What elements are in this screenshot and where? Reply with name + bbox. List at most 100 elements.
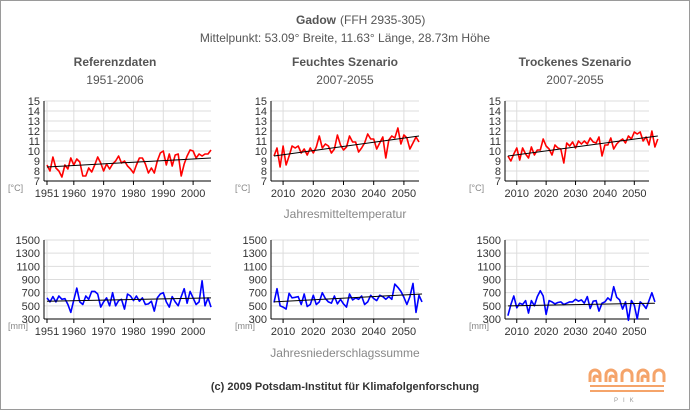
- unit-label: [mm]: [235, 321, 255, 331]
- y-tick-label: 1100: [243, 261, 267, 273]
- x-tick-label: 1960: [62, 326, 86, 338]
- column-title-reference: Referenzdaten: [74, 55, 157, 69]
- x-tick-label: 1990: [151, 326, 175, 338]
- y-tick-label: 15: [28, 96, 40, 108]
- x-tick-label: 2040: [593, 326, 617, 338]
- x-tick-label: 2010: [505, 188, 529, 200]
- trend-line: [46, 157, 212, 168]
- x-tick-label: 2020: [534, 188, 558, 200]
- y-tick-label: 1500: [477, 235, 501, 247]
- unit-label: [°C]: [8, 183, 23, 193]
- x-tick-label: 2000: [181, 326, 205, 338]
- y-tick-label: 9: [495, 156, 501, 168]
- copyright-notice: (c) 2009 Potsdam-Institut für Klimafolge…: [211, 381, 479, 393]
- y-tick-label: 13: [255, 116, 267, 128]
- x-tick-label: 2020: [301, 188, 325, 200]
- y-tick-label: 1100: [16, 261, 40, 273]
- y-tick-label: 900: [249, 275, 267, 287]
- y-tick-label: 500: [249, 301, 267, 313]
- trend-line: [273, 293, 423, 303]
- x-tick-label: 2050: [392, 326, 416, 338]
- y-tick-label: 1100: [477, 261, 501, 273]
- y-tick-label: 700: [483, 288, 501, 300]
- y-tick-label: 7: [34, 176, 40, 188]
- x-tick-label: 2020: [534, 326, 558, 338]
- y-tick-label: 9: [261, 156, 267, 168]
- column-period-reference: 1951-2006: [86, 73, 144, 87]
- y-tick-label: 10: [489, 146, 501, 158]
- unit-label: [°C]: [469, 183, 484, 193]
- series-line: [273, 127, 420, 168]
- y-tick-label: 11: [490, 136, 501, 148]
- trend-line: [273, 135, 420, 157]
- x-tick-label: 2040: [593, 188, 617, 200]
- y-tick-label: 1500: [243, 235, 267, 247]
- y-tick-label: 9: [34, 156, 40, 168]
- y-tick-label: 500: [22, 301, 40, 313]
- series-line: [507, 130, 659, 164]
- y-tick-label: 7: [495, 176, 501, 188]
- x-tick-label: 1960: [62, 188, 86, 200]
- x-tick-label: 2050: [392, 188, 416, 200]
- y-tick-label: 12: [28, 126, 40, 138]
- y-tick-label: 1300: [16, 248, 40, 260]
- trend-line: [46, 297, 212, 302]
- x-tick-label: 2000: [181, 188, 205, 200]
- y-tick-label: 12: [489, 126, 501, 138]
- column-title-wet: Feuchtes Szenario: [292, 55, 398, 69]
- column-title-dry: Trockenes Szenario: [519, 55, 632, 69]
- series-line: [507, 285, 656, 322]
- y-tick-label: 1300: [477, 248, 501, 260]
- x-tick-label: 2020: [301, 326, 325, 338]
- figure-subtitle: Mittelpunkt: 53.09° Breite, 11.63° Länge…: [200, 31, 491, 45]
- x-tick-label: 2040: [361, 326, 385, 338]
- column-period-wet: 2007-2055: [316, 73, 374, 87]
- x-tick-label: 2010: [505, 326, 529, 338]
- x-tick-label: 1980: [121, 188, 145, 200]
- row-label-temperature: Jahresmitteltemperatur: [284, 207, 407, 221]
- y-tick-label: 12: [255, 126, 267, 138]
- row-label-precipitation: Jahresniederschlagssumme: [270, 346, 420, 360]
- y-tick-label: 13: [28, 116, 40, 128]
- y-tick-label: 15: [255, 96, 267, 108]
- x-tick-label: 1951: [35, 326, 59, 338]
- y-tick-label: 8: [261, 166, 267, 178]
- y-tick-label: 300: [249, 314, 267, 326]
- y-tick-label: 900: [22, 275, 40, 287]
- y-tick-label: 15: [489, 96, 501, 108]
- pik-logo: PIK: [588, 368, 666, 404]
- y-tick-label: 900: [483, 275, 501, 287]
- y-tick-label: 14: [489, 106, 501, 118]
- y-tick-label: 10: [28, 146, 40, 158]
- x-tick-label: 2030: [331, 188, 355, 200]
- y-tick-label: 300: [483, 314, 501, 326]
- x-tick-label: 1970: [91, 326, 115, 338]
- trend-line: [507, 135, 658, 157]
- figure-title: Gadow: [296, 13, 337, 27]
- y-tick-label: 300: [22, 314, 40, 326]
- series-line: [46, 279, 212, 314]
- trend-line: [507, 302, 655, 307]
- pik-logo-text: PIK: [614, 398, 639, 404]
- y-tick-label: 700: [249, 288, 267, 300]
- y-tick-label: 11: [256, 136, 267, 148]
- x-tick-label: 1970: [91, 188, 115, 200]
- column-period-dry: 2007-2055: [546, 73, 604, 87]
- x-tick-label: 2030: [563, 326, 587, 338]
- y-tick-label: 10: [255, 146, 267, 158]
- figure-title-suffix: (FFH 2935-305): [340, 13, 425, 27]
- x-tick-label: 2010: [271, 326, 295, 338]
- y-tick-label: 7: [261, 176, 267, 188]
- series-line: [273, 282, 423, 314]
- x-tick-label: 2030: [331, 326, 355, 338]
- y-tick-label: 1300: [243, 248, 267, 260]
- y-tick-label: 500: [483, 301, 501, 313]
- x-tick-label: 1951: [35, 188, 59, 200]
